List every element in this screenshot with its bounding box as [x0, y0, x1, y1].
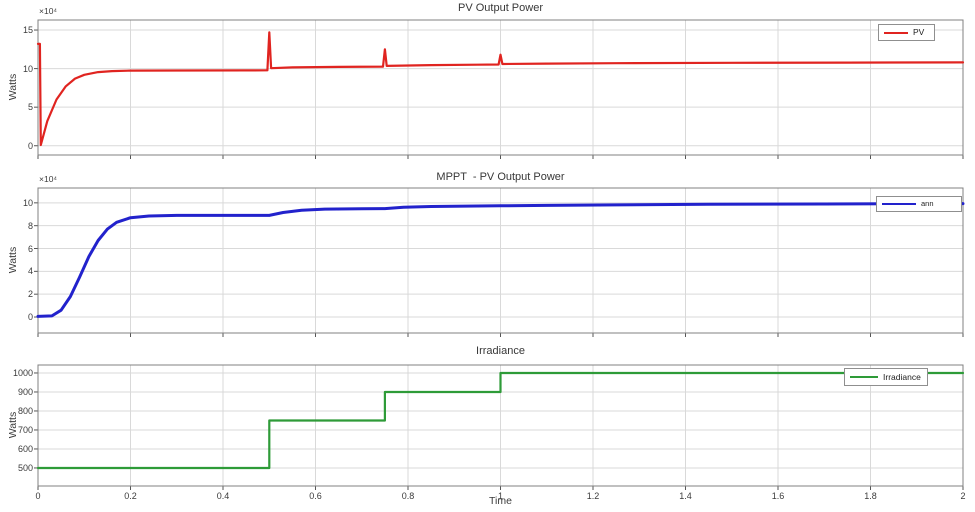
ann-series-line	[36, 202, 965, 318]
y-tick-label: 0	[27, 312, 33, 323]
x-tick-label: 1	[497, 491, 503, 501]
y-tick-label: 900	[17, 386, 33, 397]
y-tick-label: 4	[27, 266, 33, 277]
x-tick-label: 1.4	[679, 491, 692, 501]
y-tick-label: 10	[22, 197, 33, 208]
y-axis-exponent: ×10⁴	[39, 174, 58, 184]
x-tick-label: 0.6	[309, 491, 322, 501]
legend-line-sample	[850, 376, 878, 378]
y-axis-label-watts: Watts	[7, 411, 19, 439]
axes-border	[37, 187, 964, 334]
x-tick-label: 0.2	[124, 491, 137, 501]
chart-title-irradiance: Irradiance	[476, 345, 525, 357]
y-axis-label-watts: Watts	[7, 246, 19, 274]
legend-label: ann	[921, 199, 934, 209]
y-tick-label: 800	[17, 405, 33, 416]
legend-ann[interactable]: ann	[876, 196, 962, 212]
pv-series-line	[36, 31, 965, 147]
legend-line-sample	[884, 31, 908, 34]
legend-pv[interactable]: PV	[878, 24, 935, 41]
y-tick-label: 8	[27, 220, 33, 231]
legend-irradiance[interactable]: Irradiance	[844, 368, 928, 386]
y-tick-label: 500	[17, 462, 33, 473]
x-tick-label: 1.6	[771, 491, 785, 501]
x-axis-label-time: Time	[489, 495, 512, 507]
x-tick-label: 1.2	[586, 491, 600, 501]
y-tick-label: 5	[27, 102, 33, 113]
y-tick-label: 2	[27, 289, 33, 300]
x-tick-label: 0.8	[401, 491, 415, 501]
x-tick-label: 0	[35, 491, 41, 501]
y-tick-label: 10	[22, 63, 33, 74]
y-tick-label: 600	[17, 443, 33, 454]
y-axis-exponent: ×10⁴	[39, 6, 58, 16]
y-tick-label: 6	[27, 243, 33, 254]
x-tick-label: 1.8	[864, 491, 877, 501]
y-tick-label: 15	[22, 25, 33, 36]
chart-title-pv-output: PV Output Power	[458, 2, 543, 14]
legend-label: PV	[913, 27, 925, 38]
y-axis-label-watts: Watts	[7, 73, 19, 101]
axes-border	[37, 19, 964, 156]
legend-label: Irradiance	[883, 371, 921, 382]
x-tick-label: 2	[960, 491, 966, 501]
x-tick-label: 0.4	[216, 491, 230, 501]
legend-line-sample	[882, 203, 916, 205]
chart-title-mppt-output: MPPT - PV Output Power	[436, 171, 565, 183]
axes-border	[37, 364, 964, 487]
y-tick-label: 0	[27, 140, 33, 151]
y-tick-label: 1000	[12, 367, 33, 378]
y-tick-label: 700	[17, 424, 33, 435]
irradiance-series-line	[36, 371, 965, 470]
